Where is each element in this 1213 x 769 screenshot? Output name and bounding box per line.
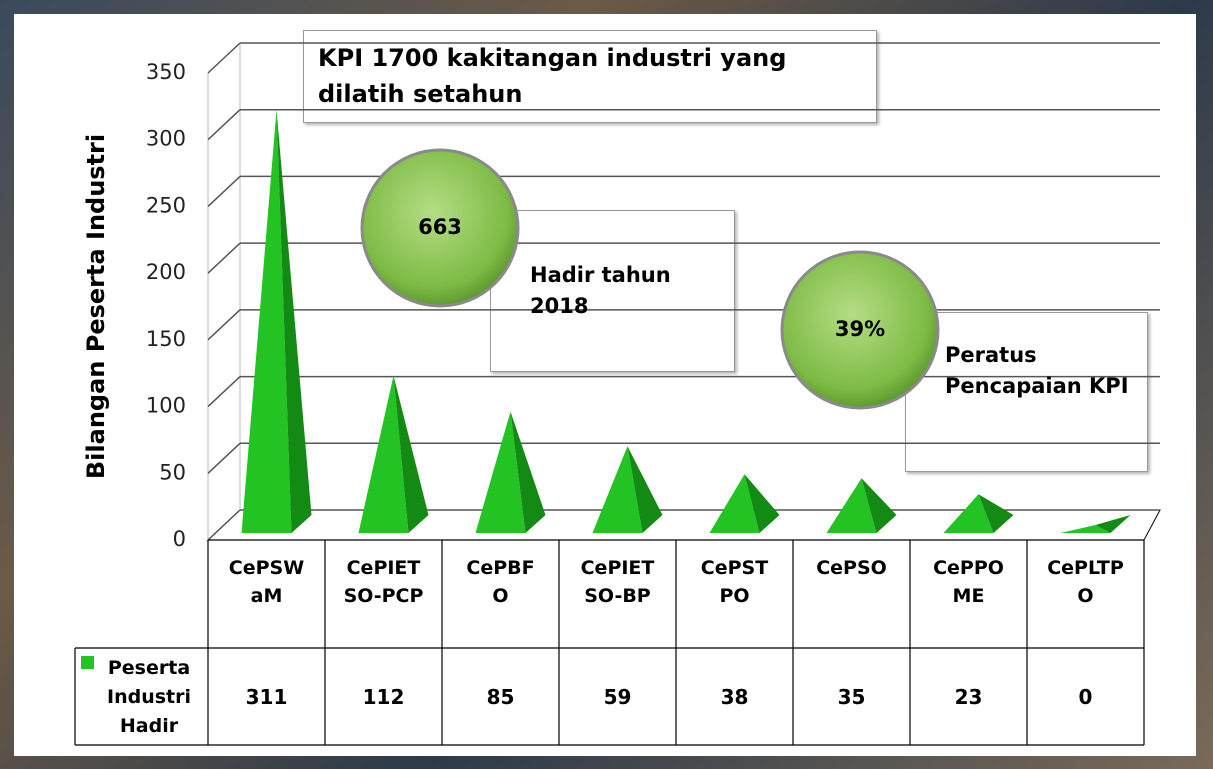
y-tick-label: 150 <box>146 327 186 351</box>
grid-line <box>208 310 240 340</box>
y-tick-label: 200 <box>146 260 186 284</box>
data-table-value: 311 <box>208 648 325 745</box>
callout-value: 663 <box>418 215 462 239</box>
x-tick-label: CePIETSO-PCP <box>343 540 424 648</box>
y-tick-label: 100 <box>146 394 186 418</box>
x-tick-label: CePBFO <box>460 540 541 648</box>
legend-label: Peserta Industri Hadir <box>88 650 210 744</box>
y-axis-title: Bilangan Peserta Industri <box>82 134 110 479</box>
callout-text: Peratus Pencapaian KPI <box>945 340 1135 430</box>
data-table-value: 38 <box>676 648 793 745</box>
page: 050100150200250300350Bilangan Peserta In… <box>0 0 1213 769</box>
y-tick-label: 0 <box>173 527 186 551</box>
data-table-value: 112 <box>325 648 442 745</box>
y-tick-label: 350 <box>146 60 186 84</box>
y-tick-label: 300 <box>146 127 186 151</box>
x-tick-label: CePSTPO <box>694 540 775 648</box>
data-table-value: 59 <box>559 648 676 745</box>
data-table-value: 0 <box>1027 648 1144 745</box>
callout-value: 39% <box>835 317 885 341</box>
callout-text: Hadir tahun 2018 <box>530 260 720 350</box>
grid-line <box>208 110 240 140</box>
grid-line <box>208 176 240 206</box>
data-table-value: 35 <box>793 648 910 745</box>
x-tick-label: CePSO <box>811 540 892 648</box>
x-tick-label: CePLTPO <box>1045 540 1126 648</box>
title: KPI 1700 kakitangan industri yang dilati… <box>318 36 858 116</box>
x-tick-label: CePIETSO-BP <box>577 540 658 648</box>
floor <box>208 510 1160 540</box>
grid-line <box>208 43 240 73</box>
y-tick-label: 250 <box>146 193 186 217</box>
x-tick-label: CePSWaM <box>226 540 307 648</box>
y-tick-label: 50 <box>159 460 186 484</box>
data-table-value: 85 <box>442 648 559 745</box>
grid-line <box>208 377 240 407</box>
grid-line <box>208 243 240 273</box>
data-table-value: 23 <box>910 648 1027 745</box>
grid-line <box>208 443 240 473</box>
x-tick-label: CePPOME <box>928 540 1009 648</box>
